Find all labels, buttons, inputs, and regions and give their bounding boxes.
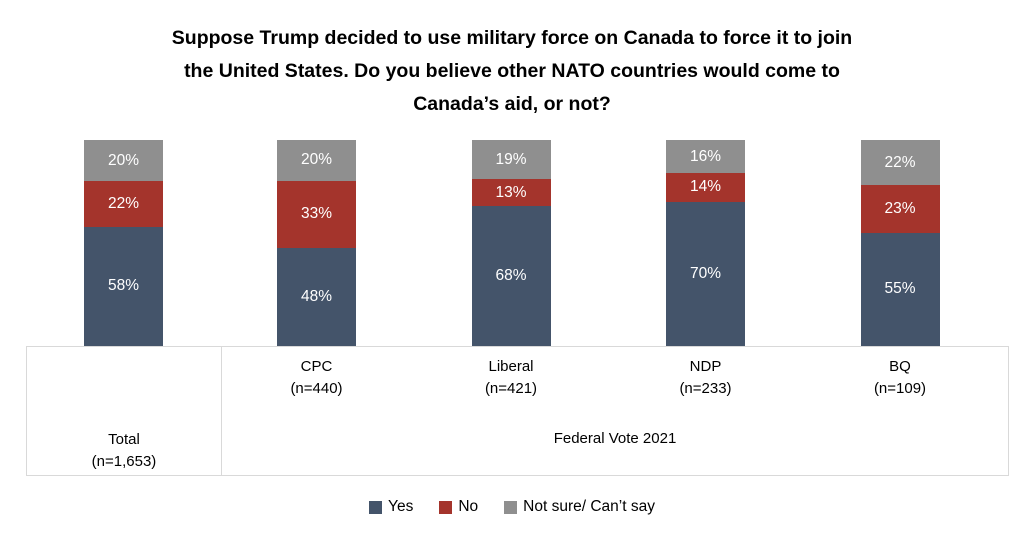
bar-segment-yes-total: 58% bbox=[84, 226, 163, 346]
bar-segment-no-cpc: 33% bbox=[277, 180, 356, 249]
legend: Yes No Not sure/ Can’t say bbox=[0, 498, 1024, 516]
legend-label: No bbox=[458, 498, 479, 515]
bar-segment-no-bq: 23% bbox=[860, 185, 940, 233]
bar-segment-not-sure-can-t-say-ndp: 16% bbox=[666, 140, 745, 173]
bar-segment-yes-ndp: 70% bbox=[666, 201, 745, 346]
legend-label: Yes bbox=[388, 498, 414, 515]
category-sample-size: (n=109) bbox=[873, 380, 927, 397]
category-name: BQ bbox=[889, 358, 911, 375]
category-sample-size: (n=421) bbox=[484, 380, 538, 397]
legend-item-yes: Yes bbox=[369, 498, 413, 516]
bar-segment-not-sure-can-t-say-liberal: 19% bbox=[471, 140, 551, 180]
bar-segment-yes-cpc: 48% bbox=[277, 248, 356, 346]
segment-value-label: 55% bbox=[884, 280, 916, 298]
category-name: Liberal bbox=[488, 358, 534, 375]
stacked-bar-ndp: 70% 14% 16% bbox=[666, 140, 745, 346]
category-sample-size: (n=1,653) bbox=[91, 453, 157, 470]
segment-value-label: 48% bbox=[300, 288, 333, 306]
category-label-liberal: Liberal (n=421) bbox=[426, 356, 596, 400]
stacked-bar-cpc: 48% 33% 20% bbox=[277, 140, 356, 346]
bar-segment-no-ndp: 14% bbox=[666, 172, 745, 202]
segment-value-label: 58% bbox=[107, 277, 140, 295]
stacked-bar-liberal: 68% 13% 19% bbox=[471, 140, 551, 346]
category-axis-table bbox=[26, 346, 1009, 476]
chart-title-line-1: Suppose Trump decided to use military fo… bbox=[171, 27, 853, 49]
segment-value-label: 22% bbox=[107, 194, 140, 212]
legend-label: Not sure/ Can’t say bbox=[523, 498, 655, 515]
segment-value-label: 20% bbox=[300, 151, 333, 169]
chart-title-line-3: Canada’s aid, or not? bbox=[413, 93, 611, 115]
legend-swatch-no bbox=[439, 500, 453, 514]
stacked-bar-total: 58% 22% 20% bbox=[84, 140, 163, 346]
legend-item-not-sure-can-t-say: Not sure/ Can’t say bbox=[504, 498, 655, 516]
category-label-cpc: CPC (n=440) bbox=[232, 356, 402, 400]
segment-value-label: 22% bbox=[884, 153, 916, 171]
segment-value-label: 33% bbox=[300, 205, 333, 223]
bar-segment-not-sure-can-t-say-cpc: 20% bbox=[277, 140, 356, 181]
category-label-bq: BQ (n=109) bbox=[815, 356, 985, 400]
segment-value-label: 68% bbox=[495, 266, 527, 284]
category-name: NDP bbox=[689, 358, 722, 375]
chart-title-line-2: the United States. Do you believe other … bbox=[184, 60, 840, 82]
bar-segment-not-sure-can-t-say-total: 20% bbox=[84, 140, 163, 182]
category-label-total: Total (n=1,653) bbox=[27, 429, 221, 473]
legend-swatch-yes bbox=[369, 500, 383, 514]
bar-segment-not-sure-can-t-say-bq: 22% bbox=[860, 140, 940, 186]
segment-value-label: 16% bbox=[689, 147, 722, 165]
category-name: CPC bbox=[300, 358, 333, 375]
category-sample-size: (n=440) bbox=[290, 380, 343, 397]
segment-value-label: 19% bbox=[495, 150, 527, 168]
category-name: Total bbox=[108, 431, 140, 448]
bar-segment-yes-liberal: 68% bbox=[471, 205, 551, 346]
segment-value-label: 14% bbox=[689, 178, 722, 196]
segment-value-label: 70% bbox=[689, 264, 722, 282]
category-label-ndp: NDP (n=233) bbox=[621, 356, 791, 400]
bar-segment-no-total: 22% bbox=[84, 181, 163, 227]
segment-value-label: 23% bbox=[884, 200, 916, 218]
bar-segment-yes-bq: 55% bbox=[860, 232, 940, 346]
segment-value-label: 20% bbox=[107, 151, 140, 169]
bar-segment-no-liberal: 13% bbox=[471, 179, 551, 206]
axis-table-divider bbox=[221, 346, 222, 476]
legend-swatch-not-sure-can-t-say bbox=[504, 500, 518, 514]
legend-item-no: No bbox=[439, 498, 478, 516]
segment-value-label: 13% bbox=[495, 183, 527, 201]
stacked-bar-bq: 55% 23% 22% bbox=[860, 140, 940, 346]
category-sample-size: (n=233) bbox=[679, 380, 732, 397]
group-axis-label: Federal Vote 2021 bbox=[553, 430, 677, 447]
chart-title: Suppose Trump decided to use military fo… bbox=[0, 22, 1024, 121]
